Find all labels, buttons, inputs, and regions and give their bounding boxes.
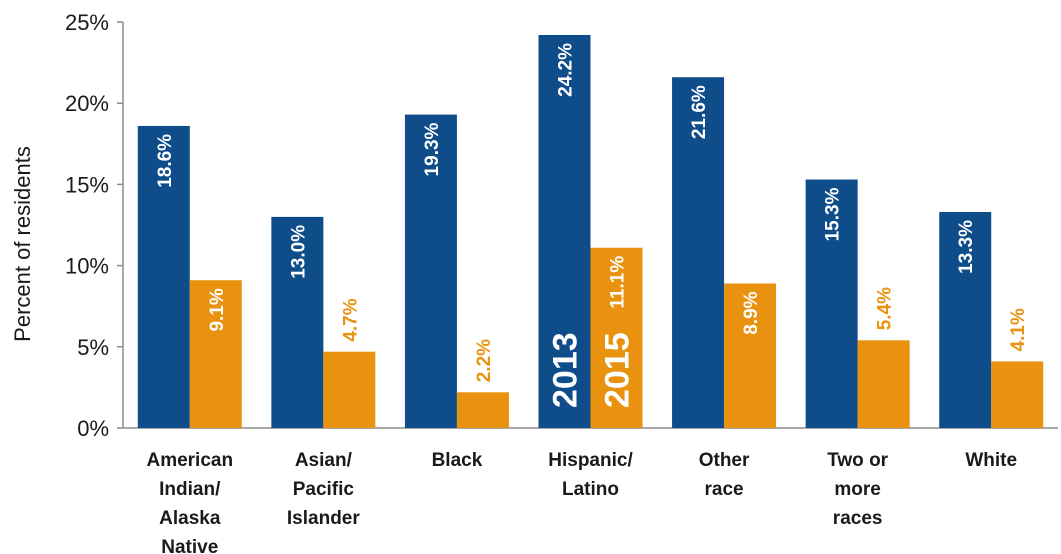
data-label-2015: 2.2% <box>474 339 495 382</box>
data-label-2013: 13.3% <box>956 220 977 274</box>
series-name-2013: 2013 <box>547 332 585 408</box>
y-tick-label: 10% <box>65 254 109 279</box>
y-ticks: 0% 5% 10% 15% 20% 25% <box>65 10 123 441</box>
data-label-2013: 13.0% <box>288 225 309 279</box>
y-tick-label: 20% <box>65 91 109 116</box>
bar-2013 <box>939 212 992 428</box>
x-tick-label: Asian/Pacific Islander <box>287 450 360 529</box>
y-axis-label: Percent of residents <box>10 146 35 342</box>
bar-2015 <box>991 361 1044 428</box>
bar-2015 <box>323 351 376 428</box>
bar-2015 <box>189 280 242 428</box>
x-tick-label: Black <box>432 450 483 471</box>
data-label-2013: 24.2% <box>556 43 577 97</box>
x-tick-label: White <box>965 450 1017 471</box>
bars <box>137 34 1044 429</box>
bar-2015 <box>590 247 643 428</box>
bar-2013 <box>404 114 457 429</box>
series-name-2015: 2015 <box>599 332 637 408</box>
x-tick-label: American Indian/Alaska Native <box>146 450 233 554</box>
data-label-2015: 9.1% <box>207 288 228 331</box>
x-ticks: American Indian/Alaska Native Asian/Pacific… <box>146 450 1017 554</box>
data-label-2015: 5.4% <box>875 287 896 330</box>
y-tick-label: 25% <box>65 10 109 35</box>
bar-2013 <box>805 179 858 428</box>
bar-2015 <box>456 392 509 428</box>
bar-2013 <box>271 216 324 428</box>
y-tick-label: 5% <box>77 335 109 360</box>
y-tick-label: 15% <box>65 172 109 197</box>
data-label-2013: 21.6% <box>689 85 710 139</box>
bar-2015 <box>724 283 777 428</box>
data-label-2015: 4.7% <box>340 298 361 341</box>
data-label-2015: 4.1% <box>1008 308 1029 351</box>
x-tick-label: Other race <box>699 450 750 500</box>
data-label-2015: 11.1% <box>608 256 629 309</box>
data-label-2013: 19.3% <box>422 122 443 176</box>
bar-2013 <box>538 34 591 428</box>
y-tick-label: 0% <box>77 416 109 441</box>
data-label-2013: 18.6% <box>155 134 176 188</box>
bar-2013 <box>137 125 190 428</box>
x-tick-label: Hispanic/Latino <box>548 450 633 500</box>
x-tick-label: Two or more races <box>827 450 888 529</box>
data-label-2015: 8.9% <box>741 291 762 334</box>
data-labels: 18.6% 9.1% 13.0% 4.7% 19.3% 2.2% 24.2% 11.1% 201… <box>155 43 1029 408</box>
bar-2015 <box>857 340 910 428</box>
bar-2013 <box>672 77 725 428</box>
data-label-2013: 15.3% <box>823 187 844 241</box>
